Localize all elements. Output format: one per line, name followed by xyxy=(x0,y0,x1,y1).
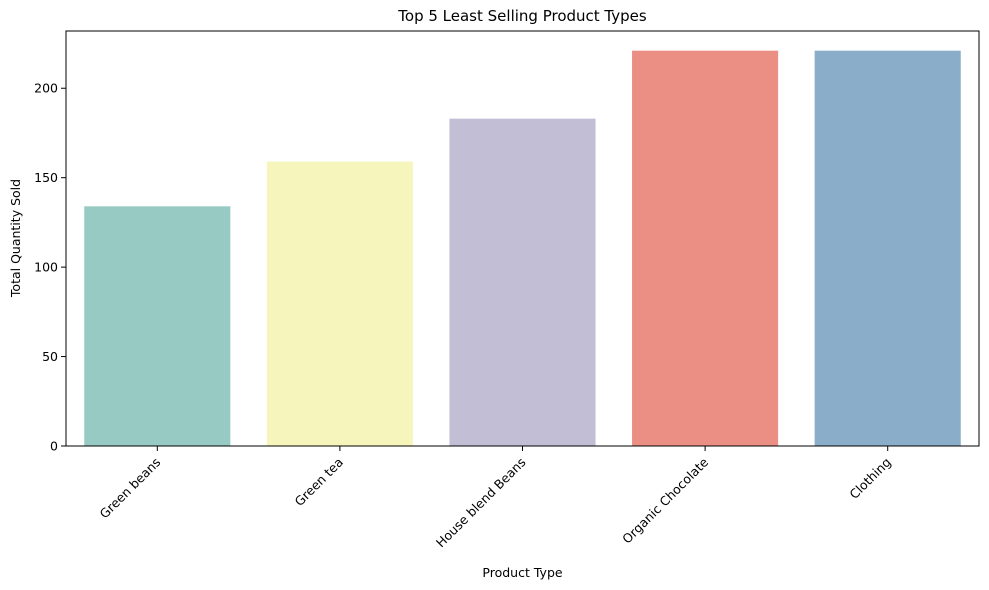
chart-title: Top 5 Least Selling Product Types xyxy=(397,7,647,25)
y-tick-label: 50 xyxy=(42,349,58,364)
x-tick-label: Green beans xyxy=(97,455,164,522)
x-tick-label: Organic Chocolate xyxy=(619,454,711,546)
bar xyxy=(84,206,231,446)
bar xyxy=(632,50,779,446)
y-tick-label: 0 xyxy=(50,439,58,454)
x-axis-label: Product Type xyxy=(482,565,562,580)
x-tick-label: Green tea xyxy=(292,455,347,510)
bar xyxy=(814,50,961,446)
x-tick-label: Clothing xyxy=(846,455,893,502)
bar xyxy=(449,118,596,446)
bar xyxy=(266,161,413,446)
y-tick-label: 150 xyxy=(34,170,58,185)
y-tick-label: 200 xyxy=(34,81,58,96)
y-axis-label: Total Quantity Sold xyxy=(8,179,23,298)
plot-area: 0 50 100 150 200 Green beans Green tea House bl… xyxy=(34,30,980,551)
y-tick-label: 100 xyxy=(34,260,58,275)
x-tick-label: House blend Beans xyxy=(433,455,529,551)
